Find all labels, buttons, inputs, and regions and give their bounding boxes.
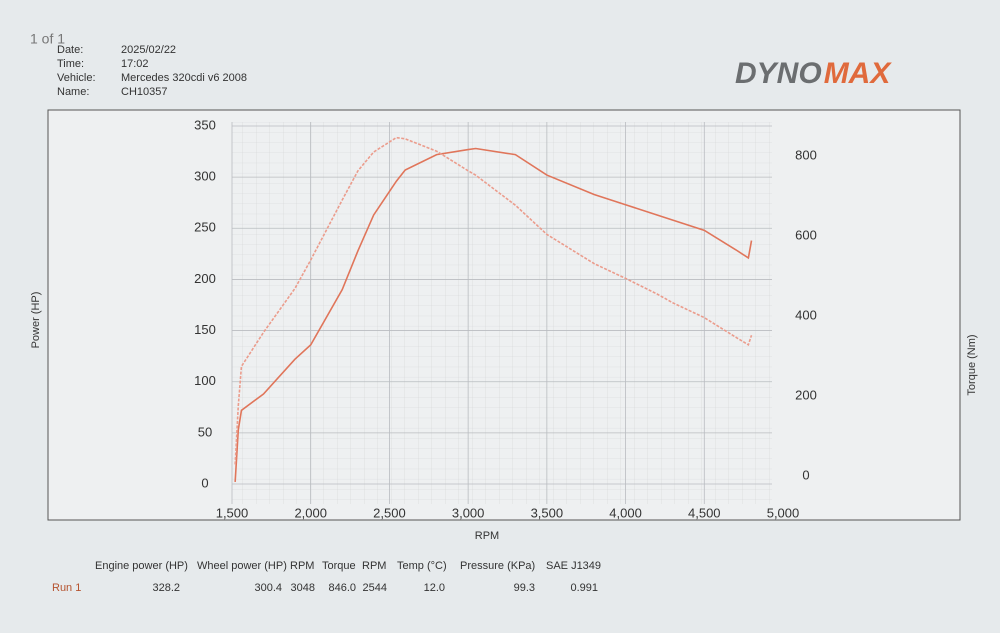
table-header: Temp (°C) — [397, 560, 447, 572]
field-label: Time: — [57, 58, 84, 70]
table-header: SAE J1349 — [546, 560, 601, 572]
x-axis-label: RPM — [475, 530, 499, 542]
table-cell: 12.0 — [424, 582, 445, 594]
run-label: Run 1 — [52, 582, 81, 594]
table-cell: 300.4 — [254, 582, 282, 594]
x-tick-label: 4,500 — [688, 505, 721, 520]
y-tick-label: 250 — [194, 220, 216, 235]
field-value: 2025/02/22 — [121, 44, 176, 56]
table-cell: 99.3 — [514, 582, 535, 594]
x-tick-label: 1,500 — [216, 505, 249, 520]
series-line — [234, 147, 753, 483]
table-header: Engine power (HP) — [95, 560, 188, 572]
y2-tick-label: 0 — [802, 467, 809, 482]
y-tick-label: 350 — [194, 117, 216, 132]
y-tick-label: 50 — [198, 424, 212, 439]
x-tick-label: 3,000 — [452, 505, 485, 520]
y2-tick-label: 400 — [795, 307, 817, 322]
table-header: Torque — [322, 560, 356, 572]
y-tick-label: 0 — [201, 475, 208, 490]
y-tick-label: 100 — [194, 373, 216, 388]
y2-tick-label: 800 — [795, 147, 817, 162]
table-cell: 328.2 — [152, 582, 180, 594]
table-cell: 2544 — [363, 582, 387, 594]
x-tick-label: 2,000 — [294, 505, 327, 520]
field-value: Mercedes 320cdi v6 2008 — [121, 72, 247, 84]
y-tick-label: 300 — [194, 169, 216, 184]
logo-part1: DYNO — [735, 57, 822, 90]
table-cell: 846.0 — [328, 582, 356, 594]
x-tick-label: 2,500 — [373, 505, 406, 520]
table-cell: 3048 — [291, 582, 315, 594]
series-line — [234, 136, 753, 465]
y-tick-label: 150 — [194, 322, 216, 337]
y-axis-label: Power (HP) — [30, 292, 42, 349]
page-number: 1 of 1 — [30, 31, 65, 47]
y2-tick-label: 600 — [795, 227, 817, 242]
y2-axis-label: Torque (Nm) — [966, 334, 978, 395]
y-tick-label: 200 — [194, 271, 216, 286]
field-label: Vehicle: — [57, 72, 96, 84]
y2-tick-label: 200 — [795, 387, 817, 402]
table-header: RPM — [362, 560, 386, 572]
x-tick-label: 3,500 — [531, 505, 564, 520]
logo-part2: MAX — [824, 57, 893, 90]
field-label: Name: — [57, 86, 89, 98]
field-label: Date: — [57, 44, 83, 56]
table-header: RPM — [290, 560, 314, 572]
field-value: CH10357 — [121, 86, 167, 98]
table-cell: 0.991 — [570, 582, 598, 594]
minor-grid — [232, 122, 772, 504]
x-tick-label: 4,000 — [609, 505, 642, 520]
table-header: Wheel power (HP) — [197, 560, 287, 572]
field-value: 17:02 — [121, 58, 149, 70]
x-tick-label: 5,000 — [767, 505, 800, 520]
table-header: Pressure (KPa) — [460, 560, 535, 572]
